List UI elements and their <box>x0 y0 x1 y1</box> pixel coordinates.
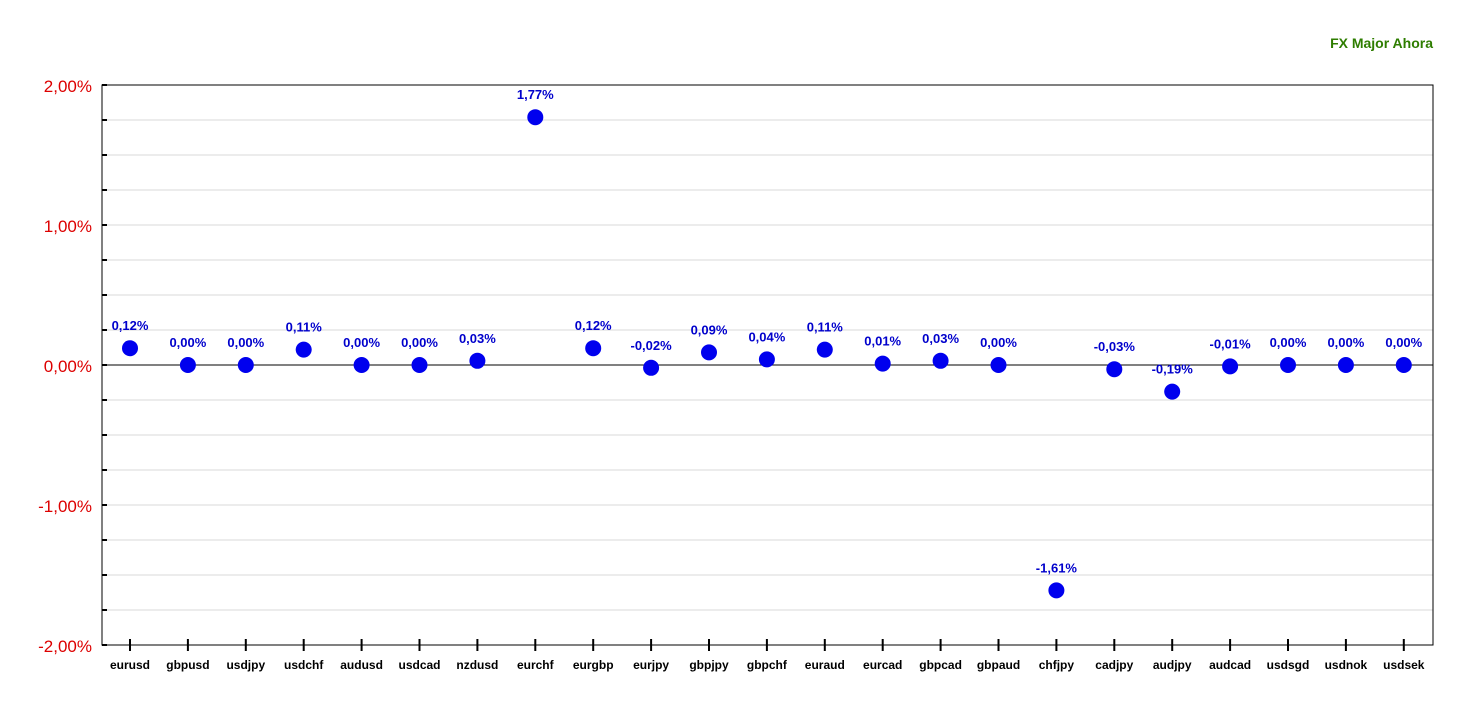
data-label: 0,12% <box>112 318 149 333</box>
data-point <box>295 341 312 358</box>
data-label: 0,00% <box>169 335 206 350</box>
x-tick-label: nzdusd <box>456 658 498 672</box>
data-point <box>353 357 370 373</box>
data-label: -0,02% <box>630 338 672 353</box>
x-tick-label: cadjpy <box>1095 658 1133 672</box>
x-tick-label: chfjpy <box>1039 658 1075 672</box>
data-label: 0,00% <box>343 335 380 350</box>
data-point <box>643 359 660 376</box>
data-point <box>816 341 833 358</box>
y-tick-label: -2,00% <box>38 637 92 656</box>
data-label: 0,03% <box>459 331 496 346</box>
x-tick-label: usdcad <box>398 658 440 672</box>
y-tick-label: -1,00% <box>38 497 92 516</box>
data-label: 0,00% <box>1385 335 1422 350</box>
data-label: -1,61% <box>1036 560 1078 575</box>
data-point <box>1222 358 1239 375</box>
data-label: 0,01% <box>864 334 901 349</box>
x-tick-label: audusd <box>340 658 383 672</box>
data-label: -0,01% <box>1209 336 1251 351</box>
x-tick-label: audjpy <box>1153 658 1192 672</box>
x-tick-label: eurchf <box>517 658 555 672</box>
y-tick-label: 1,00% <box>44 217 92 236</box>
data-point <box>237 357 254 373</box>
y-tick-label: 0,00% <box>44 357 92 376</box>
x-tick-label: gbpusd <box>166 658 209 672</box>
x-tick-label: gbpjpy <box>689 658 729 672</box>
data-point <box>990 357 1007 373</box>
data-point <box>701 344 717 361</box>
x-tick-label: gbpcad <box>919 658 962 672</box>
data-label: -0,03% <box>1094 339 1136 354</box>
x-tick-label: usdnok <box>1325 658 1368 672</box>
x-tick-label: euraud <box>805 658 845 672</box>
data-point <box>122 340 138 357</box>
data-label: 0,09% <box>691 322 728 337</box>
data-point <box>1337 357 1354 373</box>
x-tick-label: gbpchf <box>747 658 788 672</box>
x-tick-label: usdchf <box>284 658 324 672</box>
x-tick-label: usdsek <box>1383 658 1425 672</box>
data-label: 0,11% <box>807 320 844 335</box>
data-point <box>1048 582 1065 599</box>
x-tick-label: eurcad <box>863 658 902 672</box>
data-point <box>469 352 486 369</box>
data-label: 0,00% <box>1270 335 1307 350</box>
data-label: 1,77% <box>517 87 554 102</box>
y-tick-label: 2,00% <box>44 77 92 96</box>
data-point <box>1164 383 1181 400</box>
x-tick-label: usdsgd <box>1267 658 1310 672</box>
data-label: 0,04% <box>748 329 785 344</box>
x-tick-label: gbpaud <box>977 658 1020 672</box>
data-point <box>758 351 775 368</box>
x-tick-label: eurjpy <box>633 658 669 672</box>
data-label: 0,03% <box>922 331 959 346</box>
data-label: 0,00% <box>227 335 264 350</box>
x-tick-label: audcad <box>1209 658 1251 672</box>
x-tick-label: eurusd <box>110 658 150 672</box>
data-label: 0,00% <box>1327 335 1364 350</box>
data-point <box>411 357 428 373</box>
data-label: -0,19% <box>1152 362 1194 377</box>
data-point <box>527 109 544 126</box>
x-tick-label: eurgbp <box>573 658 614 672</box>
data-point <box>585 340 602 357</box>
x-tick-label: usdjpy <box>226 658 265 672</box>
data-label: 0,12% <box>575 318 612 333</box>
data-label: 0,00% <box>401 335 438 350</box>
data-point <box>932 352 949 369</box>
data-label: 0,11% <box>286 320 323 335</box>
data-label: 0,00% <box>980 335 1017 350</box>
chart-title: FX Major Ahora <box>1330 35 1433 51</box>
data-point <box>1280 357 1296 373</box>
data-point <box>179 357 196 373</box>
data-point <box>1106 361 1123 378</box>
data-point <box>1395 357 1412 373</box>
data-point <box>874 355 891 372</box>
